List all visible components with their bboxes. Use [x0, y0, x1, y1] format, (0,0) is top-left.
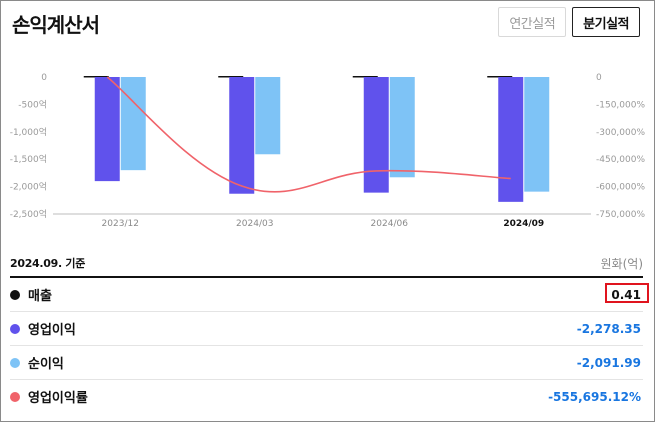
- operating-profit-value: -2,278.35: [576, 321, 641, 336]
- net-income-value: -2,091.99: [576, 355, 641, 370]
- net-income-dot-icon: [10, 357, 20, 368]
- line-영업이익률: [106, 76, 511, 193]
- left-tick-label: -2,500억: [10, 208, 47, 220]
- right-tick-label: -300,000%: [596, 128, 645, 138]
- bar-영업이익-2024/09: [498, 77, 524, 202]
- x-tick-label: 2023/12: [102, 219, 139, 229]
- revenue-label: 매출: [28, 289, 52, 304]
- x-tick-label: 2024/06: [371, 219, 409, 229]
- summary-row-revenue: 매출 0.41: [10, 278, 649, 312]
- left-tick-label: -1,000억: [10, 126, 47, 138]
- bar-매출-2024/03: [218, 76, 244, 78]
- bar-매출-2024/09: [487, 76, 513, 78]
- summary-header: 2024.09. 기준 원화(억): [10, 250, 643, 278]
- basis-date: 2024.09. 기준: [10, 257, 86, 270]
- revenue-value: 0.41: [611, 287, 641, 302]
- left-tick-label: -500억: [18, 98, 47, 110]
- right-tick-label: 0: [596, 73, 602, 83]
- left-tick-label: -1,500억: [10, 153, 47, 165]
- right-tick-label: -150,000%: [596, 100, 645, 110]
- income-chart: 0 -500억 -1,000억 -1,500억 -2,000억 -2,500억 0 -150,…: [0, 60, 655, 235]
- right-tick-label: -750,000%: [596, 210, 645, 220]
- summary-table: 2024.09. 기준 원화(억) 매출 0.41 영업이익 -2,278.35…: [10, 250, 649, 413]
- bar-순이익-2023/12: [120, 77, 146, 171]
- left-tick-label: 0: [41, 73, 47, 83]
- right-tick-label: -600,000%: [596, 183, 645, 193]
- bar-영업이익-2023/12: [94, 77, 120, 182]
- page-title: 손익계산서: [12, 13, 100, 37]
- x-tick-label: 2024/03: [236, 219, 273, 229]
- tab-annual[interactable]: 연간실적: [498, 7, 567, 37]
- bar-영업이익-2024/06: [363, 77, 389, 193]
- left-tick-label: -2,000억: [10, 181, 47, 193]
- x-tick-label: 2024/09: [503, 219, 544, 229]
- right-tick-label: -450,000%: [596, 155, 645, 165]
- tab-quarterly[interactable]: 분기실적: [572, 7, 640, 37]
- bar-순이익-2024/06: [389, 77, 415, 178]
- bar-영업이익-2024/03: [229, 77, 255, 194]
- period-tabs: 연간실적 분기실적: [498, 7, 640, 37]
- operating-profit-dot-icon: [10, 323, 20, 334]
- bar-순이익-2024/09: [524, 77, 550, 192]
- operating-margin-value: -555,695.12%: [548, 389, 641, 404]
- bar-매출-2023/12: [83, 76, 109, 78]
- net-income-label: 순이익: [28, 357, 64, 372]
- summary-row-operating-profit: 영업이익 -2,278.35: [10, 312, 643, 346]
- summary-row-net-income: 순이익 -2,091.99: [10, 346, 643, 380]
- unit-label: 원화(억): [600, 256, 643, 271]
- operating-margin-label: 영업이익률: [28, 391, 88, 406]
- operating-profit-label: 영업이익: [28, 323, 76, 338]
- summary-row-operating-margin: 영업이익률 -555,695.12%: [10, 380, 643, 413]
- operating-margin-dot-icon: [10, 391, 20, 402]
- value-highlight-box: [605, 283, 649, 303]
- bar-순이익-2024/03: [255, 77, 281, 155]
- income-chart-svg: 0 -500억 -1,000억 -1,500억 -2,000억 -2,500억 0 -150,…: [10, 73, 646, 229]
- bar-매출-2024/06: [352, 76, 378, 78]
- revenue-dot-icon: [10, 289, 20, 300]
